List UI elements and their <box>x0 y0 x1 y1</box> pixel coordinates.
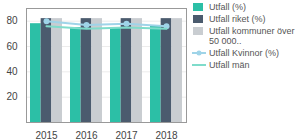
svg-text:2015: 2015 <box>35 130 58 140</box>
html-text:Utfall män: Utfall män <box>209 60 250 70</box>
html-text:Utfall riket (%): Utfall riket (%) <box>209 14 266 24</box>
html-text:Utfall Kvinnor (%): Utfall Kvinnor (%) <box>209 48 279 58</box>
svg-text:60: 60 <box>6 41 18 52</box>
svg-text:40: 40 <box>6 66 18 77</box>
svg-text:2016: 2016 <box>75 130 98 140</box>
svg-text:20: 20 <box>6 91 18 102</box>
html-text:Utfall kommuner över 50 000..: Utfall kommuner över 50 000.. <box>209 26 295 46</box>
html-text:Utfall (%): Utfall (%) <box>209 2 246 12</box>
svg-text:2017: 2017 <box>115 130 138 140</box>
svg-text:80: 80 <box>6 15 18 26</box>
svg-text:2018: 2018 <box>155 130 178 140</box>
